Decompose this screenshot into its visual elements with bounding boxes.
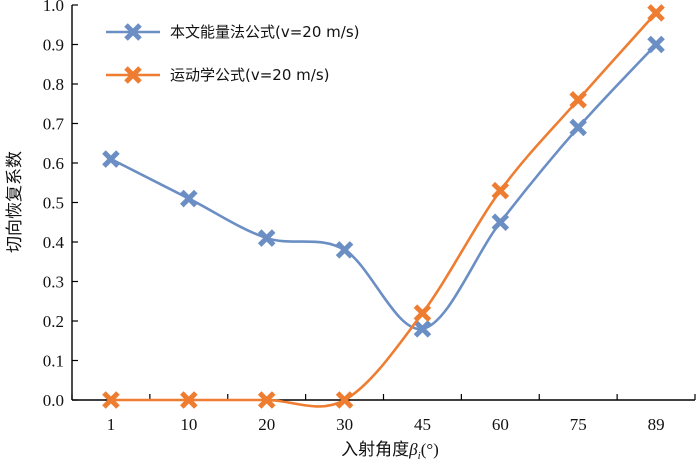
data-point-marker: [569, 118, 587, 137]
x-axis-title-subscript: i: [418, 450, 421, 462]
data-point-marker: [569, 91, 587, 109]
legend-marker: [124, 23, 142, 41]
y-axis-title: 切向恢复系数: [5, 151, 25, 253]
series-line: [110, 43, 658, 331]
x-tick-label: 75: [570, 415, 587, 434]
x-axis-title: 入射角度βi(°): [341, 440, 439, 462]
data-point-marker: [180, 391, 198, 409]
series-group: [102, 4, 665, 409]
axes: 0.0 0.1 0.2 0.3 0.4 0.5 0.6 0.7 0.8 0.9 1.0 1 10 20 30…: [43, 0, 696, 434]
data-point-marker: [257, 391, 276, 409]
x-tick-label: 10: [180, 415, 197, 434]
y-tick-label: 0.1: [43, 352, 64, 371]
data-point-marker: [647, 35, 665, 54]
y-tick-label: 0.3: [43, 273, 64, 292]
x-tick-label: 60: [492, 415, 509, 434]
data-point-marker: [413, 304, 432, 322]
legend-item: 运动学公式(v=20 m/s): [106, 66, 330, 84]
x-axis-title-unit: (°): [421, 440, 439, 459]
y-tick-label: 0.6: [43, 154, 64, 173]
y-tick-label: 0.2: [43, 312, 64, 331]
x-axis-title-symbol: β: [408, 440, 418, 459]
y-tick-label: 0.7: [43, 115, 65, 134]
legend-marker: [124, 66, 142, 84]
x-tick-label: 1: [107, 415, 116, 434]
y-tick-label: 0.8: [43, 75, 64, 94]
x-axis-title-main: 入射角度: [341, 440, 409, 460]
legend-label: 运动学公式(v=20 m/s): [170, 66, 330, 84]
x-tick-label: 20: [258, 415, 275, 434]
data-point-marker: [102, 150, 120, 168]
series-2: [102, 4, 665, 409]
y-tick-label: 0.0: [43, 391, 64, 410]
y-tick-label: 0.4: [43, 233, 65, 252]
data-point-marker: [257, 229, 276, 247]
series-1: [102, 35, 665, 338]
y-tick-label: 0.5: [43, 194, 64, 213]
data-point-marker: [180, 189, 198, 208]
data-point-marker: [413, 320, 432, 338]
data-point-marker: [335, 241, 354, 259]
data-point-marker: [335, 391, 354, 409]
legend-item: 本文能量法公式(v=20 m/s): [106, 23, 360, 41]
y-tick-label: 0.9: [43, 36, 64, 55]
y-tick-label: 1.0: [43, 0, 64, 15]
x-tick-label: 30: [336, 415, 353, 434]
x-tick-label: 89: [648, 415, 665, 434]
data-point-marker: [491, 181, 510, 200]
data-point-marker: [647, 4, 665, 22]
legend: 本文能量法公式(v=20 m/s) 运动学公式(v=20 m/s): [106, 23, 360, 84]
legend-label: 本文能量法公式(v=20 m/s): [170, 23, 360, 41]
x-tick-label: 45: [414, 415, 431, 434]
data-point-marker: [102, 391, 120, 409]
data-point-marker: [491, 213, 510, 232]
